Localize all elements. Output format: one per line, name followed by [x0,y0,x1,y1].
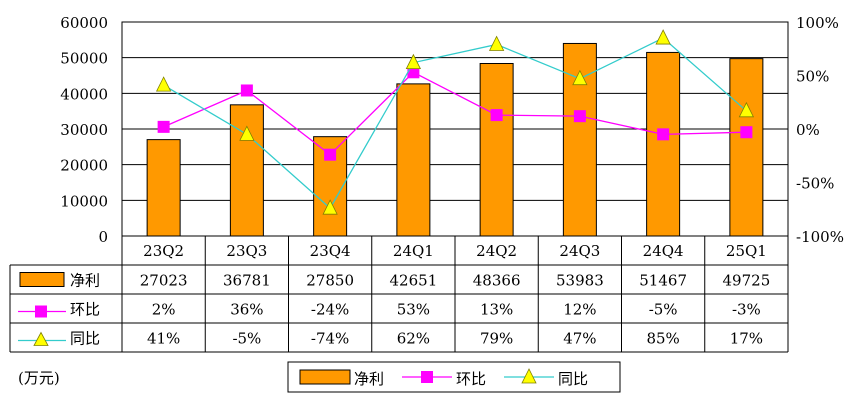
point-marker [573,110,586,123]
axes: 0 10000 20000 30000 40000 50000 60000 -100% -50%… [60,14,844,246]
point-marker [657,128,670,141]
bar [479,62,514,237]
point-marker [572,69,588,86]
table-cell-value: 12% [563,301,596,319]
series-line-同比 [163,37,747,210]
table-cell-value: 51467 [639,272,687,290]
y-right-tick-label: -100% [796,228,844,246]
point-marker [490,109,503,122]
row-series-name: 同比 [70,330,100,348]
bar-series [146,42,764,237]
legend-label: 同比 [558,370,588,388]
point-marker [324,148,337,161]
category-label: 24Q1 [393,242,434,260]
point-marker [738,101,755,118]
table-cell-value: 53983 [556,272,604,290]
table-cell-value: 2% [152,301,176,319]
y-left-tick-label: 0 [98,228,108,246]
table-cell-value: 27023 [140,272,188,290]
table-cell-value: 36% [230,301,263,319]
bar [229,104,264,237]
series-line-环比 [163,71,747,156]
row-series-name: 净利 [70,272,100,290]
table-cell-value: 62% [397,330,430,348]
row-series-name: 环比 [70,301,100,319]
point-marker [488,35,505,51]
row-key-bar [19,272,65,287]
table-cell-value: 17% [730,330,763,348]
point-marker [240,84,253,97]
y-left-tick-label: 30000 [60,121,108,139]
table-cell-value: -74% [311,330,349,348]
table-cell-value: 42651 [390,272,438,290]
table-cell-value: 36781 [223,272,271,290]
legend-label: 环比 [456,370,486,388]
row-key-marker [33,331,49,346]
point-marker [155,76,172,92]
table-cell-value: -3% [732,301,761,319]
y-left-tick-label: 60000 [60,14,108,32]
bar [729,58,764,237]
line-series [155,29,755,215]
legend-key-marker [521,368,537,384]
table-cell-value: -24% [311,301,349,319]
point-marker [740,126,753,139]
y-left-tick-label: 10000 [60,192,108,210]
table-cell-value: 79% [480,330,513,348]
table-cell-value: 47% [563,330,596,348]
y-left-tick-label: 50000 [60,50,108,68]
unit-note: (万元) [18,369,60,387]
table-cell-value: 85% [646,330,679,348]
bar [396,83,431,237]
point-marker [655,29,671,45]
bar [646,51,681,237]
point-marker [239,125,255,141]
y-left-tick-label: 40000 [60,85,108,103]
y-left-tick-label: 20000 [60,157,108,175]
legend: 净利 环比 同比 [287,361,621,393]
data-table: 23Q2 23Q3 23Q4 24Q1 24Q2 24Q3 24Q4 25Q1 净利 27023 3… [9,235,789,353]
legend-key-marker [421,371,433,383]
point-marker [157,120,170,133]
table-cell-value: 49725 [723,272,771,290]
y-right-tick-label: 100% [796,14,839,32]
category-label: 25Q1 [726,242,767,260]
category-label: 24Q3 [559,242,600,260]
legend-key-bar [299,369,351,385]
category-label: 23Q2 [143,242,184,260]
table-cell-value: -5% [232,330,261,348]
table-cell-value: 27850 [306,272,354,290]
y-right-tick-label: -50% [796,175,834,193]
table-cell-value: -5% [649,301,678,319]
point-marker [405,53,422,70]
category-label: 24Q4 [643,242,684,260]
category-label: 23Q3 [226,242,267,260]
row-key-marker [35,305,47,318]
gridlines [122,21,788,201]
table-cell-value: 13% [480,301,513,319]
point-marker [407,66,420,79]
category-label: 24Q2 [476,242,517,260]
point-marker [322,199,338,215]
table-cell-value: 53% [397,301,430,319]
category-label: 23Q4 [310,242,351,260]
table-cell-value: 41% [147,330,180,348]
legend-label: 净利 [354,370,384,388]
y-right-tick-label: 0% [796,121,820,139]
table-cell-value: 48366 [473,272,521,290]
bar [146,139,181,237]
y-right-tick-label: 50% [796,68,829,86]
